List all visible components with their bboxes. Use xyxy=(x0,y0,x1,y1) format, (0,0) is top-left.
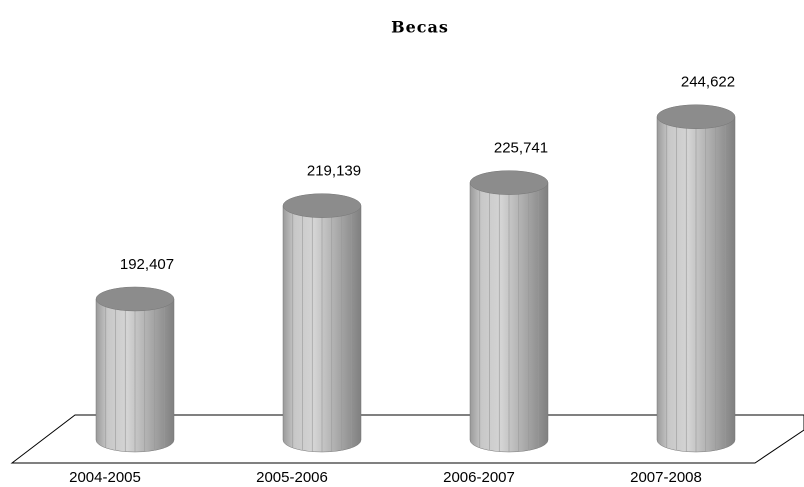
cylinder-top xyxy=(95,286,175,312)
floor xyxy=(10,414,804,464)
x-tick-label: 2005-2006 xyxy=(256,469,328,486)
x-tick-label: 2007-2008 xyxy=(630,469,702,486)
value-label: 244,622 xyxy=(681,74,735,91)
cylinder-top xyxy=(469,170,549,195)
value-label: 192,407 xyxy=(120,256,174,273)
x-tick-label: 2004-2005 xyxy=(69,469,141,486)
cylinder xyxy=(282,193,362,453)
chart-title: Becas xyxy=(391,18,449,37)
x-tick-label: 2006-2007 xyxy=(443,469,515,486)
value-label: 225,741 xyxy=(494,140,548,157)
value-label: 219,139 xyxy=(307,163,361,180)
cylinder xyxy=(95,286,175,453)
cylinder xyxy=(656,104,736,453)
cylinder xyxy=(469,170,549,453)
cylinder-top xyxy=(656,104,736,129)
cylinder-top xyxy=(282,193,362,218)
